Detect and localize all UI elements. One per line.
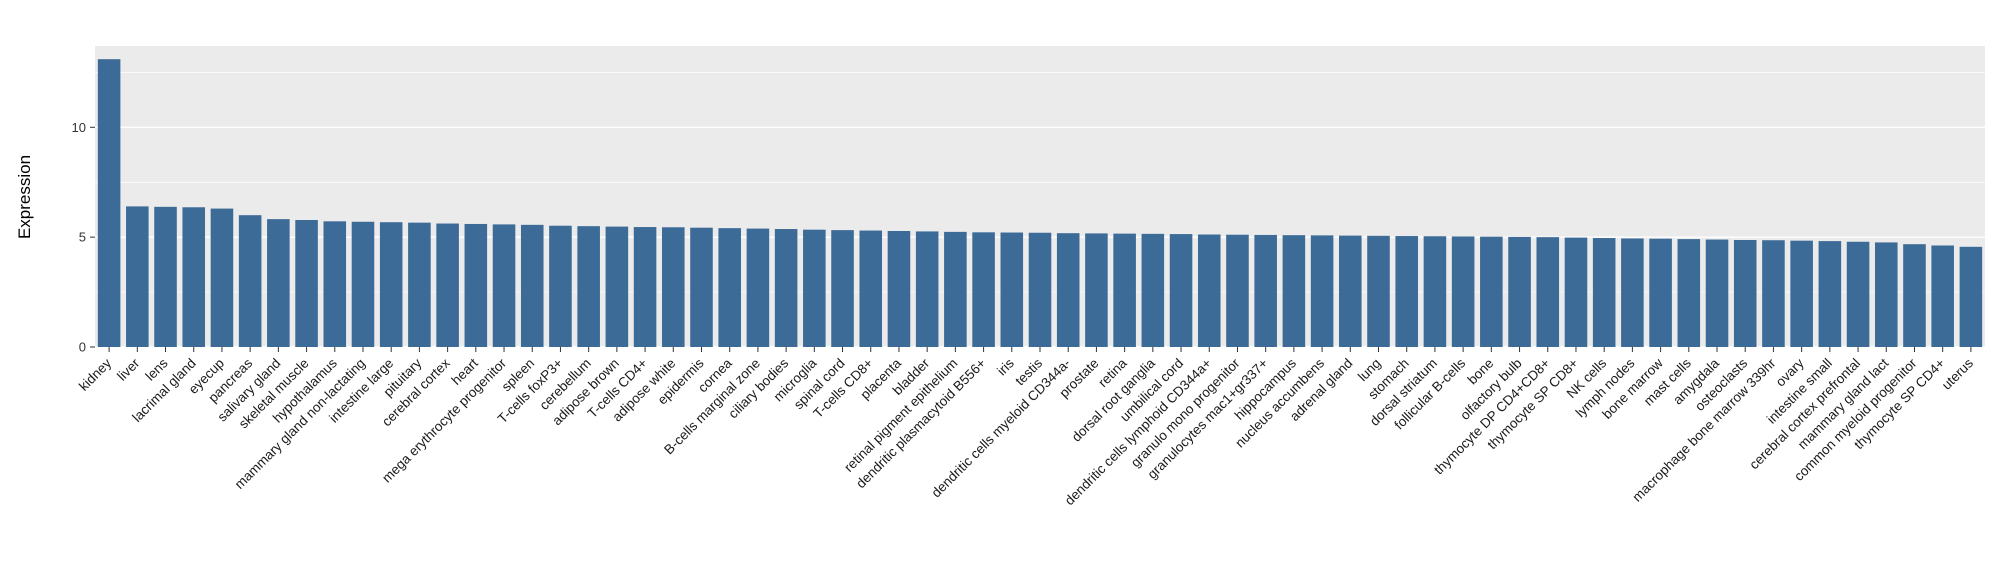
bar-ciliary bodies: [774, 229, 798, 347]
bar-retinal pigment epithelium: [944, 231, 967, 347]
bar-liver: [126, 206, 149, 347]
bar-spinal cord: [831, 230, 854, 347]
bar-common myeloid progenitor: [1903, 244, 1926, 347]
bar-iris: [1000, 232, 1024, 347]
bar-NK cells: [1592, 238, 1616, 347]
bar-mammary gland non-lactating: [351, 221, 375, 347]
bar-spleen: [520, 224, 544, 347]
bar-hypothalamus: [323, 221, 347, 347]
bar-intestine large: [379, 222, 403, 347]
bar-hippocampus: [1282, 235, 1306, 347]
x-tick-label: uterus: [1939, 355, 1976, 392]
bar-lacrimal gland: [182, 207, 206, 347]
bar-pancreas: [238, 215, 262, 347]
x-tick-label: liver: [114, 355, 142, 383]
bar-pituitary: [408, 222, 431, 347]
bar-cornea: [718, 228, 741, 347]
bar-skeletal muscle: [295, 220, 318, 347]
bar-dorsal striatum: [1423, 236, 1447, 347]
bar-lens: [154, 206, 177, 347]
bar-uterus: [1959, 246, 1983, 347]
bar-cerebral cortex prefrontal: [1846, 241, 1870, 347]
x-tick-label: dendritic cells myeloid CD344a-: [928, 356, 1073, 501]
bar-thymocyte DP CD4+CD8+: [1536, 237, 1560, 347]
y-tick-label: 5: [79, 230, 86, 245]
bar-ovary: [1790, 240, 1813, 347]
bar-adipose brown: [605, 226, 629, 347]
bar-mega erythrocyte progenitor: [492, 224, 516, 347]
bar-amygdala: [1705, 239, 1729, 347]
bar-microglia: [803, 229, 826, 347]
bar-adipose white: [662, 227, 685, 347]
bar-stomach: [1395, 236, 1418, 347]
x-tick-label: iris: [994, 355, 1017, 378]
bar-T-cells CD4+: [633, 227, 657, 347]
bar-olfactory bulb: [1508, 236, 1531, 347]
bar-intestine small: [1818, 241, 1842, 347]
bar-umbilical cord: [1169, 234, 1193, 347]
bar-testis: [1028, 232, 1052, 347]
bar-lung: [1367, 235, 1390, 347]
x-tick-label: kidney: [76, 355, 114, 393]
bar-T-cells CD8+: [859, 230, 883, 347]
bar-placenta: [887, 230, 911, 347]
bar-thymocyte SP CD4+: [1931, 245, 1954, 347]
bar-bone marrow: [1649, 238, 1672, 347]
bar-cerebral cortex: [436, 223, 459, 347]
bar-dendritic cells lymphoid CD344a+: [1197, 234, 1221, 347]
bar-granulo mono progenitor: [1226, 234, 1249, 347]
bar-dorsal root ganglia: [1141, 233, 1165, 347]
bar-prostate: [1085, 233, 1108, 347]
bar-thymocyte SP CD8+: [1564, 237, 1588, 347]
y-axis-title: Expression: [15, 155, 34, 239]
bar-cerebellum: [577, 226, 600, 347]
bar-macrophage bone marrow 339hr: [1762, 240, 1785, 347]
bar-mammary gland lact: [1874, 242, 1898, 347]
bar-mast cells: [1677, 239, 1701, 347]
bar-salivary gland: [267, 219, 290, 347]
bar-retina: [1113, 233, 1136, 347]
y-tick-label: 10: [72, 120, 86, 135]
bar-follicular B-cells: [1451, 236, 1475, 347]
bar-B-cells marginal zone: [746, 228, 770, 347]
bar-kidney: [97, 59, 121, 348]
bar-epidermis: [690, 227, 713, 347]
bar-granulocytes mac1+gr337+: [1254, 234, 1277, 347]
bar-lymph nodes: [1621, 238, 1644, 347]
bar-bone: [1480, 236, 1503, 347]
bar-T-cells foxP3+: [549, 225, 572, 347]
bar-eyecup: [210, 208, 234, 347]
bar-dendritic cells myeloid CD344a-: [1056, 233, 1080, 347]
bar-heart: [464, 223, 488, 347]
bar-nucleus accumbens: [1310, 235, 1334, 347]
bar-osteoclasts: [1733, 240, 1757, 347]
bar-adrenal gland: [1339, 235, 1362, 347]
y-tick-label: 0: [79, 340, 86, 355]
bar-bladder: [915, 231, 939, 347]
bar-dendritic plasmacytoid B556+: [972, 232, 995, 347]
